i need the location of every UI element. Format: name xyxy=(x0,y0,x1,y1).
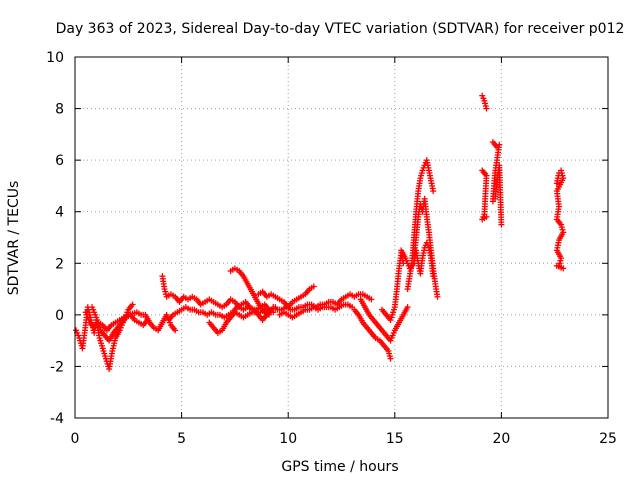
plot-area-border xyxy=(74,56,609,419)
data-point xyxy=(266,309,273,316)
data-point xyxy=(498,221,505,228)
grid-lines xyxy=(75,57,608,418)
data-point xyxy=(483,213,490,220)
axis-ticks: 0 5 10 15 20 25 -4 -2 0 2 4 6 8 10 xyxy=(46,50,617,447)
data-point xyxy=(129,301,136,308)
y-tick-label: 4 xyxy=(55,205,64,221)
y-tick-label: -2 xyxy=(50,359,64,375)
data-point xyxy=(434,293,441,300)
data-point xyxy=(368,296,375,303)
x-tick-label: 25 xyxy=(599,431,617,447)
y-tick-label: -4 xyxy=(50,411,64,427)
x-tick-label: 20 xyxy=(492,431,510,447)
y-tick-label: 0 xyxy=(55,308,64,324)
y-axis-label: SDTVAR / TECUs xyxy=(6,181,22,296)
y-tick-label: 10 xyxy=(46,50,64,66)
x-tick-label: 10 xyxy=(279,431,297,447)
data-point xyxy=(172,327,179,334)
data-point xyxy=(387,355,394,362)
data-point xyxy=(144,317,151,324)
chart-title: Day 363 of 2023, Sidereal Day-to-day VTE… xyxy=(56,21,625,37)
data-point xyxy=(553,262,560,269)
x-tick-label: 0 xyxy=(71,431,80,447)
y-tick-label: 8 xyxy=(55,102,64,118)
y-tick-label: 2 xyxy=(55,256,64,272)
data-point xyxy=(310,283,317,290)
y-tick-label: 6 xyxy=(55,153,64,169)
data-point xyxy=(483,105,490,112)
x-tick-label: 15 xyxy=(386,431,404,447)
x-tick-label: 5 xyxy=(177,431,186,447)
data-point xyxy=(404,304,411,311)
x-axis-label: GPS time / hours xyxy=(281,459,398,475)
data-point xyxy=(430,188,437,195)
data-points xyxy=(73,92,567,373)
